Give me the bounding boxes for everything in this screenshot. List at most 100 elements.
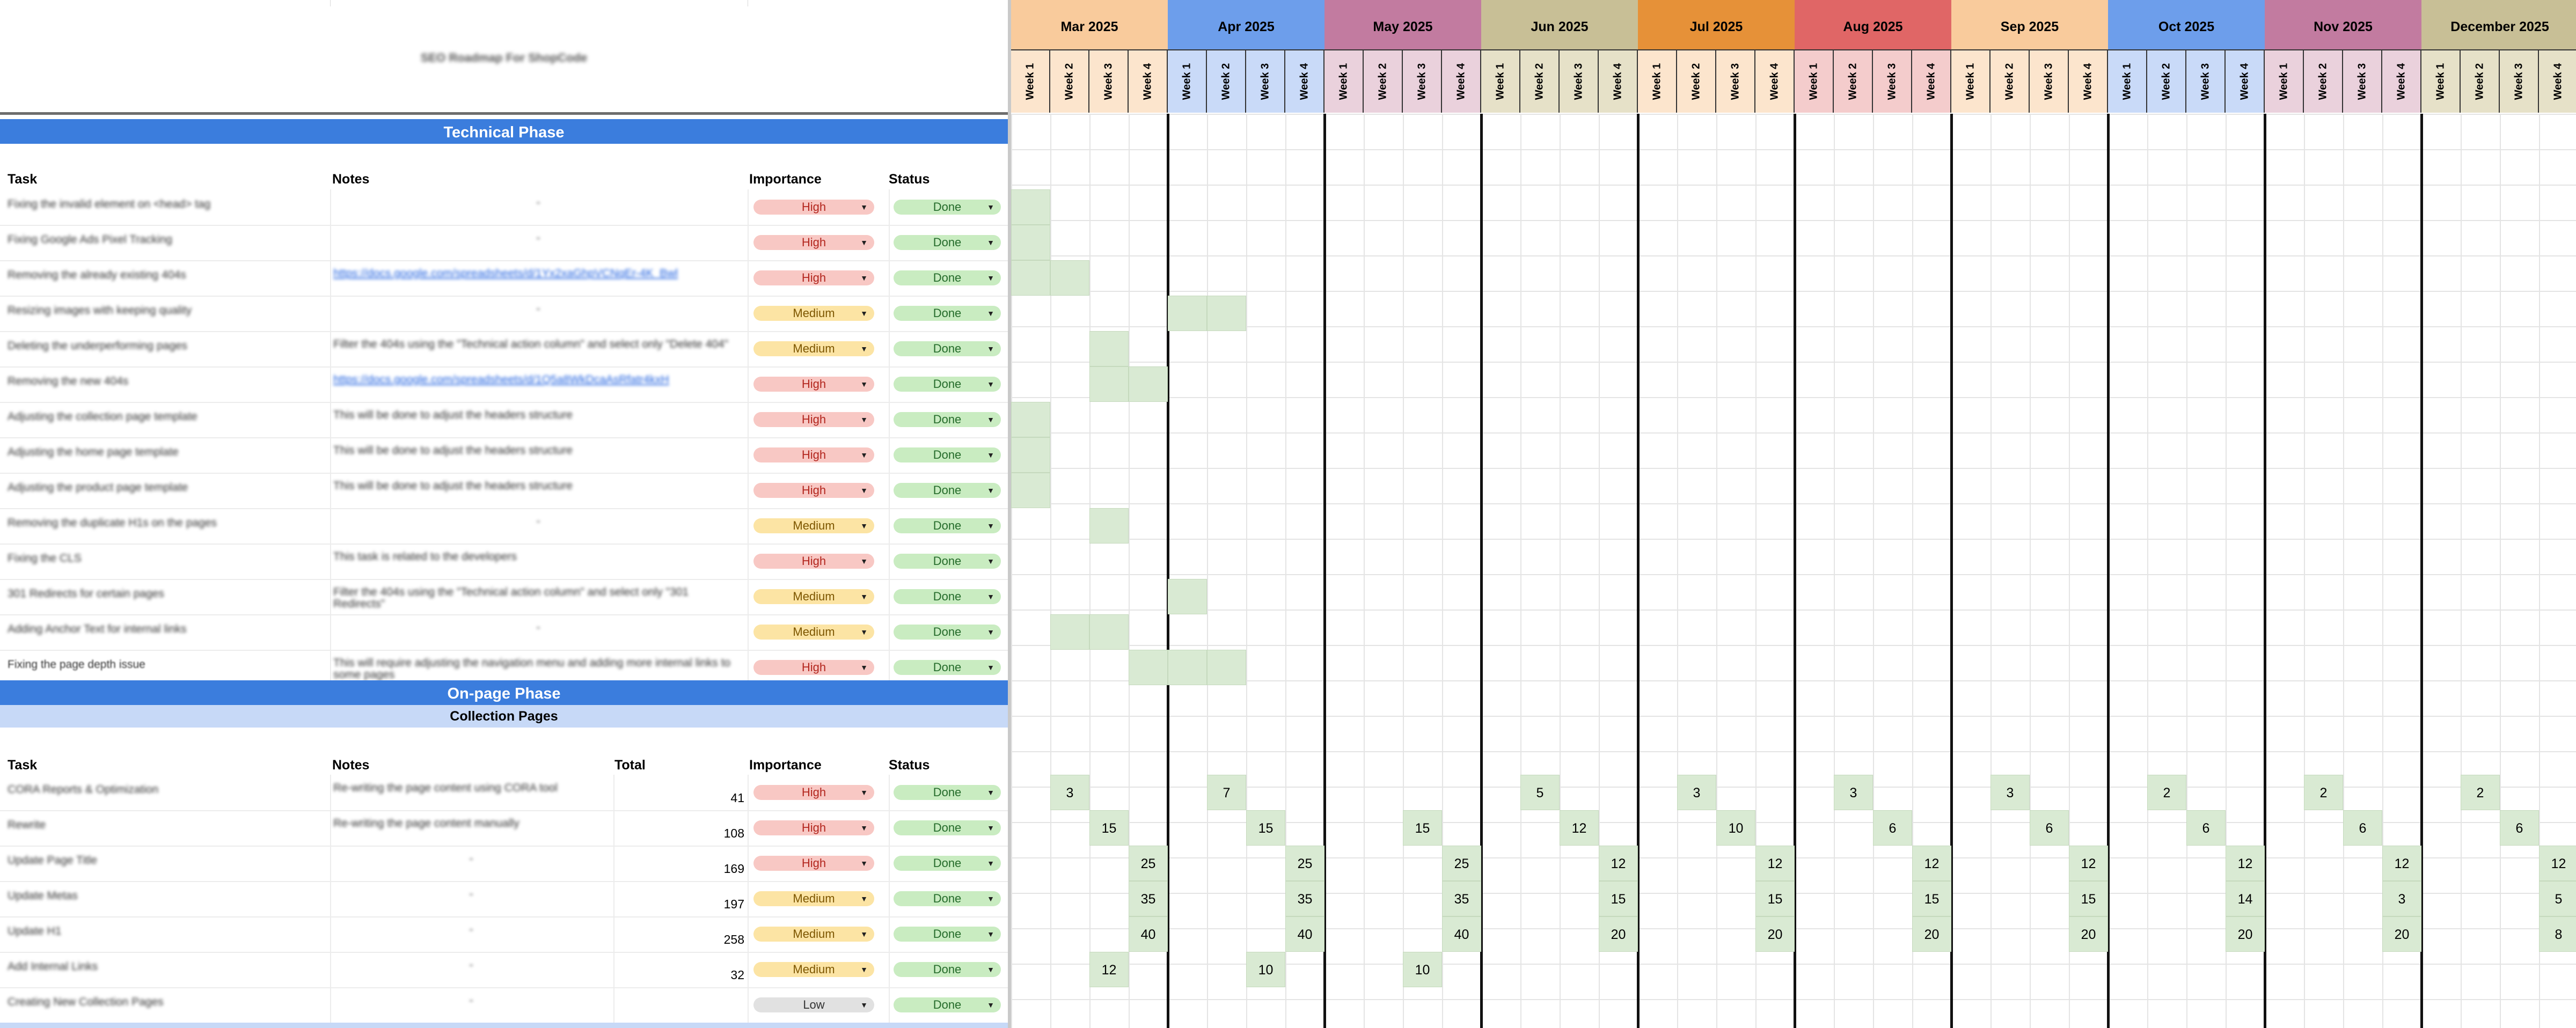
status-dropdown[interactable]: Done ▼: [894, 270, 1001, 285]
month-header[interactable]: May 2025: [1324, 0, 1481, 49]
gantt-value-cell[interactable]: 20: [1912, 916, 1951, 952]
status-dropdown[interactable]: Done ▼: [894, 856, 1001, 871]
importance-dropdown[interactable]: Medium ▼: [753, 518, 874, 533]
gantt-cell[interactable]: [1011, 189, 1050, 225]
importance-dropdown[interactable]: High ▼: [753, 856, 874, 871]
gantt-value-cell[interactable]: 20: [2382, 916, 2421, 952]
gantt-value-cell[interactable]: 40: [1442, 916, 1481, 952]
month-header[interactable]: Jun 2025: [1481, 0, 1638, 49]
gantt-value-cell[interactable]: 3: [1990, 775, 2030, 810]
gantt-cell[interactable]: [1207, 650, 1246, 685]
week-header[interactable]: Week 3: [1873, 49, 1912, 113]
task-name-cell[interactable]: Fixing the page depth issue: [8, 658, 145, 671]
notes-cell[interactable]: -: [469, 923, 473, 936]
importance-dropdown[interactable]: High ▼: [753, 200, 874, 215]
notes-cell[interactable]: -: [536, 621, 540, 634]
week-header[interactable]: Week 3: [1560, 49, 1599, 113]
table-row[interactable]: Removing the new 404s https://docs.google…: [0, 366, 1008, 403]
gantt-value-cell[interactable]: 25: [1285, 846, 1324, 881]
importance-dropdown[interactable]: High ▼: [753, 483, 874, 498]
table-row[interactable]: Fixing the CLS This task is related to th…: [0, 544, 1008, 580]
gantt-cell[interactable]: [1129, 366, 1168, 402]
status-dropdown[interactable]: Done ▼: [894, 377, 1001, 392]
importance-dropdown[interactable]: High ▼: [753, 785, 874, 800]
importance-dropdown[interactable]: High ▼: [753, 377, 874, 392]
gantt-cell[interactable]: [1089, 614, 1129, 650]
gantt-value-cell[interactable]: 35: [1442, 881, 1481, 916]
gantt-value-cell[interactable]: 5: [2539, 881, 2576, 916]
task-name-cell[interactable]: 301 Redirects for certain pages: [8, 588, 164, 600]
gantt-value-cell[interactable]: 3: [2382, 881, 2421, 916]
week-header[interactable]: Week 2: [1990, 49, 2030, 113]
sheet-title-cell[interactable]: SEO Roadmap For ShopCode: [0, 0, 1008, 115]
importance-dropdown[interactable]: Medium ▼: [753, 891, 874, 906]
week-header[interactable]: Week 4: [2382, 49, 2421, 113]
status-dropdown[interactable]: Done ▼: [894, 997, 1001, 1012]
table-row[interactable]: Fixing the invalid element on <head> tag…: [0, 189, 1008, 226]
gantt-value-cell[interactable]: 2: [2147, 775, 2186, 810]
gantt-value-cell[interactable]: 10: [1246, 952, 1285, 987]
gantt-value-cell[interactable]: 6: [2186, 810, 2226, 846]
importance-dropdown[interactable]: Medium ▼: [753, 962, 874, 977]
notes-cell[interactable]: Filter the 404s using the "Technical act…: [333, 586, 689, 610]
gantt-value-cell[interactable]: 14: [2226, 881, 2265, 916]
notes-cell[interactable]: -: [469, 994, 473, 1007]
table-row[interactable]: Update H1 - 258 Medium ▼ Done ▼: [0, 916, 1008, 953]
gantt-cell[interactable]: [1089, 508, 1129, 544]
total-cell[interactable]: 258: [723, 932, 744, 946]
gantt-value-cell[interactable]: 25: [1129, 846, 1168, 881]
gantt-value-cell[interactable]: 12: [1560, 810, 1599, 846]
importance-dropdown[interactable]: High ▼: [753, 447, 874, 462]
week-header[interactable]: Week 1: [1324, 49, 1364, 113]
total-cell[interactable]: [613, 987, 748, 1023]
month-header[interactable]: Nov 2025: [2265, 0, 2421, 49]
status-dropdown[interactable]: Done ▼: [894, 483, 1001, 498]
week-header[interactable]: Week 1: [1168, 49, 1207, 113]
notes-cell[interactable]: Re-writing the page content using CORA t…: [333, 782, 558, 794]
notes-cell[interactable]: https://docs.google.com/spreadsheets/d/1…: [333, 373, 669, 386]
notes-cell[interactable]: Filter the 404s using the "Technical act…: [333, 338, 729, 350]
table-row[interactable]: Adding Anchor Text for internal links - Me…: [0, 614, 1008, 651]
gantt-value-cell[interactable]: 15: [2069, 881, 2108, 916]
week-header[interactable]: Week 2: [2304, 49, 2343, 113]
week-header[interactable]: Week 4: [1442, 49, 1481, 113]
gantt-value-cell[interactable]: 15: [1403, 810, 1442, 846]
month-header[interactable]: Jul 2025: [1638, 0, 1795, 49]
status-dropdown[interactable]: Done ▼: [894, 554, 1001, 569]
task-name-cell[interactable]: Adjusting the collection page template: [8, 410, 197, 423]
gantt-value-cell[interactable]: 6: [2030, 810, 2069, 846]
importance-dropdown[interactable]: Low ▼: [753, 997, 874, 1012]
gantt-cell[interactable]: [1089, 331, 1129, 366]
week-header[interactable]: Week 2: [2147, 49, 2186, 113]
notes-cell[interactable]: -: [469, 888, 473, 900]
gantt-value-cell[interactable]: 7: [1207, 775, 1246, 810]
gantt-value-cell[interactable]: 40: [1285, 916, 1324, 952]
importance-dropdown[interactable]: High ▼: [753, 660, 874, 675]
table-row[interactable]: Resizing images with keeping quality - Med…: [0, 296, 1008, 332]
table-row[interactable]: Adjusting the collection page template Th…: [0, 402, 1008, 438]
gantt-cell[interactable]: [1050, 614, 1089, 650]
gantt-value-cell[interactable]: 3: [1050, 775, 1089, 810]
table-row[interactable]: Update Metas - 197 Medium ▼ Done ▼: [0, 881, 1008, 917]
task-name-cell[interactable]: Fixing Google Ads Pixel Tracking: [8, 233, 172, 246]
week-header[interactable]: Week 3: [2343, 49, 2382, 113]
week-header[interactable]: Week 4: [1285, 49, 1324, 113]
importance-dropdown[interactable]: Medium ▼: [753, 625, 874, 640]
week-header[interactable]: Week 2: [1207, 49, 1246, 113]
status-dropdown[interactable]: Done ▼: [894, 341, 1001, 356]
week-header[interactable]: Week 2: [1050, 49, 1089, 113]
week-header[interactable]: Week 4: [1912, 49, 1951, 113]
notes-cell[interactable]: This will require adjusting the navigati…: [333, 657, 731, 681]
table-row[interactable]: Adjusting the product page template This …: [0, 473, 1008, 509]
gantt-value-cell[interactable]: 15: [1599, 881, 1638, 916]
notes-cell[interactable]: This task is related to the developers: [333, 550, 517, 563]
task-name-cell[interactable]: Fixing the invalid element on <head> tag: [8, 198, 211, 210]
task-name-cell[interactable]: CORA Reports & Optimization: [8, 783, 159, 796]
week-header[interactable]: Week 4: [1755, 49, 1795, 113]
table-row[interactable]: Rewrite Re-writing the page content manua…: [0, 810, 1008, 847]
task-name-cell[interactable]: Update Page Title: [8, 854, 97, 867]
month-header[interactable]: December 2025: [2421, 0, 2576, 49]
status-dropdown[interactable]: Done ▼: [894, 235, 1001, 250]
importance-dropdown[interactable]: High ▼: [753, 235, 874, 250]
notes-cell[interactable]: https://docs.google.com/spreadsheets/d/1…: [333, 267, 678, 280]
